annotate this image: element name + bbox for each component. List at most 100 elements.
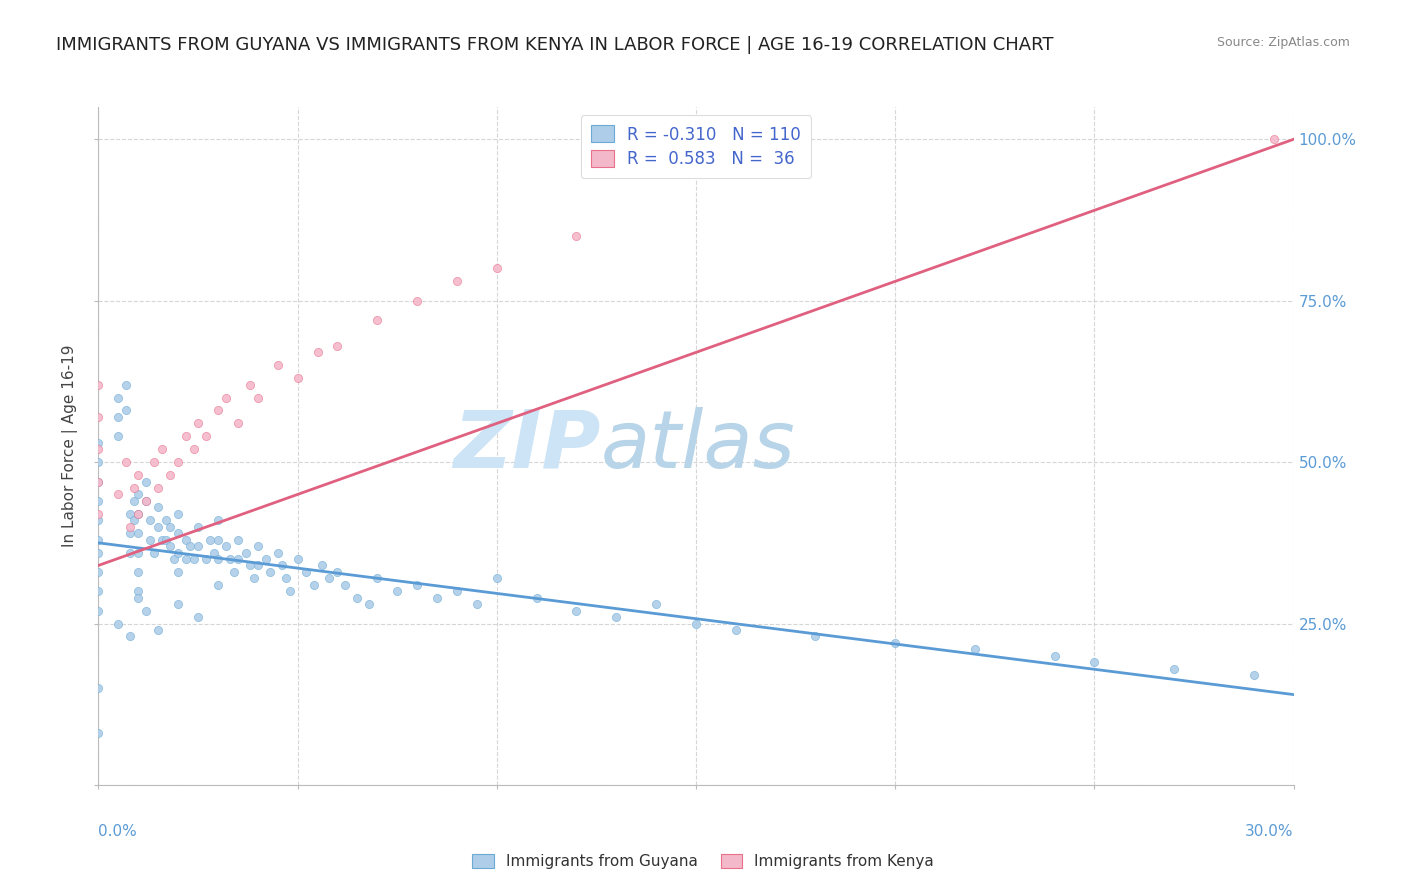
Point bbox=[605, 610, 627, 624]
Point bbox=[724, 623, 747, 637]
Point bbox=[87, 681, 110, 695]
Text: Source: ZipAtlas.com: Source: ZipAtlas.com bbox=[1216, 36, 1350, 49]
Point bbox=[326, 339, 349, 353]
Point bbox=[87, 533, 110, 547]
Point bbox=[87, 584, 110, 599]
Point bbox=[187, 610, 209, 624]
Point bbox=[120, 630, 142, 644]
Point bbox=[127, 591, 149, 605]
Point bbox=[139, 513, 162, 527]
Point bbox=[127, 468, 149, 483]
Point bbox=[115, 377, 138, 392]
Point bbox=[120, 507, 142, 521]
Point bbox=[143, 455, 166, 469]
Point bbox=[148, 500, 170, 515]
Point bbox=[115, 455, 138, 469]
Point bbox=[215, 539, 238, 553]
Point bbox=[311, 558, 333, 573]
Point bbox=[219, 552, 242, 566]
Point bbox=[187, 539, 209, 553]
Point bbox=[307, 345, 329, 359]
Point bbox=[526, 591, 548, 605]
Point bbox=[87, 435, 110, 450]
Point bbox=[326, 565, 349, 579]
Point bbox=[366, 571, 388, 585]
Point bbox=[235, 545, 257, 559]
Point bbox=[246, 391, 269, 405]
Point bbox=[278, 584, 301, 599]
Point bbox=[485, 571, 508, 585]
Point bbox=[87, 545, 110, 559]
Point bbox=[159, 519, 181, 533]
Point bbox=[167, 597, 190, 611]
Point bbox=[215, 391, 238, 405]
Point bbox=[207, 552, 229, 566]
Text: 0.0%: 0.0% bbox=[98, 824, 138, 838]
Point bbox=[1243, 668, 1265, 682]
Point bbox=[87, 726, 110, 740]
Point bbox=[246, 539, 269, 553]
Point bbox=[1043, 648, 1066, 663]
Point bbox=[198, 533, 221, 547]
Point bbox=[406, 578, 429, 592]
Point bbox=[359, 597, 381, 611]
Point bbox=[1263, 132, 1285, 146]
Point bbox=[135, 604, 157, 618]
Point bbox=[804, 630, 827, 644]
Point bbox=[163, 552, 186, 566]
Point bbox=[127, 487, 149, 501]
Point bbox=[187, 519, 209, 533]
Text: IMMIGRANTS FROM GUYANA VS IMMIGRANTS FROM KENYA IN LABOR FORCE | AGE 16-19 CORRE: IMMIGRANTS FROM GUYANA VS IMMIGRANTS FRO… bbox=[56, 36, 1053, 54]
Point bbox=[226, 417, 249, 431]
Point bbox=[195, 429, 218, 443]
Text: ZIP: ZIP bbox=[453, 407, 600, 485]
Point bbox=[254, 552, 277, 566]
Point bbox=[685, 616, 707, 631]
Point bbox=[167, 565, 190, 579]
Point bbox=[87, 604, 110, 618]
Point bbox=[87, 475, 110, 489]
Text: atlas: atlas bbox=[600, 407, 796, 485]
Point bbox=[135, 494, 157, 508]
Point bbox=[107, 487, 129, 501]
Legend: R = -0.310   N = 110, R =  0.583   N =  36: R = -0.310 N = 110, R = 0.583 N = 36 bbox=[581, 115, 811, 178]
Point bbox=[139, 533, 162, 547]
Point bbox=[183, 442, 205, 457]
Point bbox=[259, 565, 281, 579]
Point bbox=[120, 519, 142, 533]
Point bbox=[207, 578, 229, 592]
Point bbox=[485, 261, 508, 276]
Point bbox=[406, 293, 429, 308]
Point bbox=[115, 403, 138, 417]
Point bbox=[195, 552, 218, 566]
Point bbox=[87, 507, 110, 521]
Point bbox=[167, 507, 190, 521]
Point bbox=[167, 455, 190, 469]
Point bbox=[155, 533, 177, 547]
Point bbox=[120, 526, 142, 541]
Point bbox=[124, 494, 146, 508]
Point bbox=[150, 533, 173, 547]
Point bbox=[87, 475, 110, 489]
Point bbox=[87, 494, 110, 508]
Point bbox=[202, 545, 225, 559]
Point bbox=[243, 571, 266, 585]
Point bbox=[270, 558, 292, 573]
Point bbox=[159, 468, 181, 483]
Point bbox=[963, 642, 986, 657]
Point bbox=[207, 533, 229, 547]
Point bbox=[287, 552, 309, 566]
Point bbox=[127, 507, 149, 521]
Point bbox=[267, 545, 290, 559]
Point bbox=[87, 409, 110, 424]
Y-axis label: In Labor Force | Age 16-19: In Labor Force | Age 16-19 bbox=[62, 344, 79, 548]
Point bbox=[124, 513, 146, 527]
Point bbox=[148, 623, 170, 637]
Point bbox=[565, 229, 588, 244]
Legend: Immigrants from Guyana, Immigrants from Kenya: Immigrants from Guyana, Immigrants from … bbox=[465, 848, 941, 875]
Point bbox=[124, 481, 146, 495]
Point bbox=[135, 475, 157, 489]
Point bbox=[426, 591, 449, 605]
Point bbox=[107, 429, 129, 443]
Point bbox=[174, 533, 197, 547]
